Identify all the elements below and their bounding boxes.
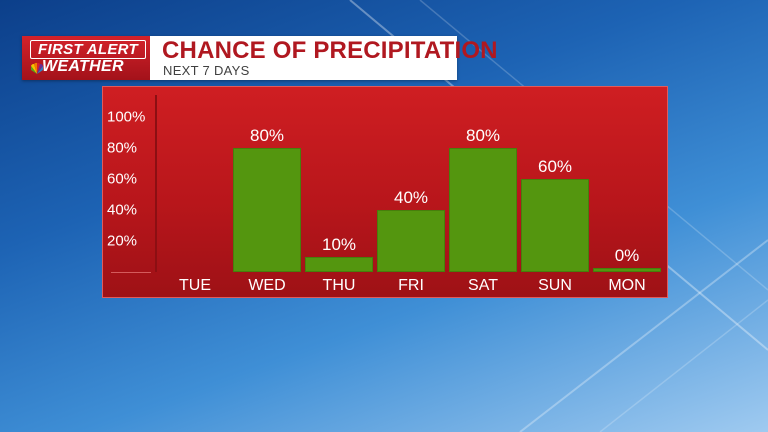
peacock-icon: [31, 62, 43, 74]
bar-value-label: 80%: [465, 126, 501, 145]
x-tick-label: FRI: [398, 277, 424, 294]
logo-first-alert-text: FIRST ALERT: [30, 40, 146, 59]
bar-sun: [521, 179, 589, 272]
page-title: CHANCE OF PRECIPITATION: [162, 37, 498, 64]
header-banner: FIRST ALERT WEATHER CHANCE OF PRECIPITAT…: [22, 36, 498, 80]
x-tick-label: MON: [608, 277, 646, 294]
y-tick-label: 20%: [107, 232, 138, 250]
x-tick-label: TUE: [179, 277, 211, 294]
precipitation-chart: 100% 80% 60% 40% 20% TUE 80% WED 10% THU 40% FRI 80%…: [102, 86, 668, 298]
first-alert-weather-logo: FIRST ALERT WEATHER: [22, 36, 154, 80]
bar-mon: [593, 268, 661, 272]
bar-value-label: 0%: [614, 246, 640, 265]
y-axis-line: [155, 95, 157, 272]
logo-weather-text: WEATHER: [42, 58, 124, 75]
y-tick-label: 40%: [107, 201, 138, 219]
bar-value-label: 10%: [321, 234, 357, 254]
bar-value-label: 80%: [249, 126, 285, 145]
bar-wed: [233, 148, 301, 272]
x-tick-label: THU: [322, 277, 356, 294]
page-subtitle: NEXT 7 DAYS: [163, 63, 250, 78]
bar-sat: [449, 148, 517, 272]
x-tick-label: SUN: [538, 277, 572, 294]
x-tick-label: SAT: [468, 277, 498, 294]
y-tick-label: 80%: [107, 139, 138, 157]
y-tick-label: 100%: [107, 108, 146, 126]
bar-value-label: 60%: [537, 157, 573, 176]
bar-value-label: 40%: [393, 188, 429, 207]
bar-fri: [377, 210, 445, 272]
y-tick-label: 60%: [107, 170, 138, 188]
bar-thu: [305, 256, 373, 272]
y-axis-baseline: [111, 272, 151, 273]
x-tick-label: WED: [248, 277, 286, 294]
